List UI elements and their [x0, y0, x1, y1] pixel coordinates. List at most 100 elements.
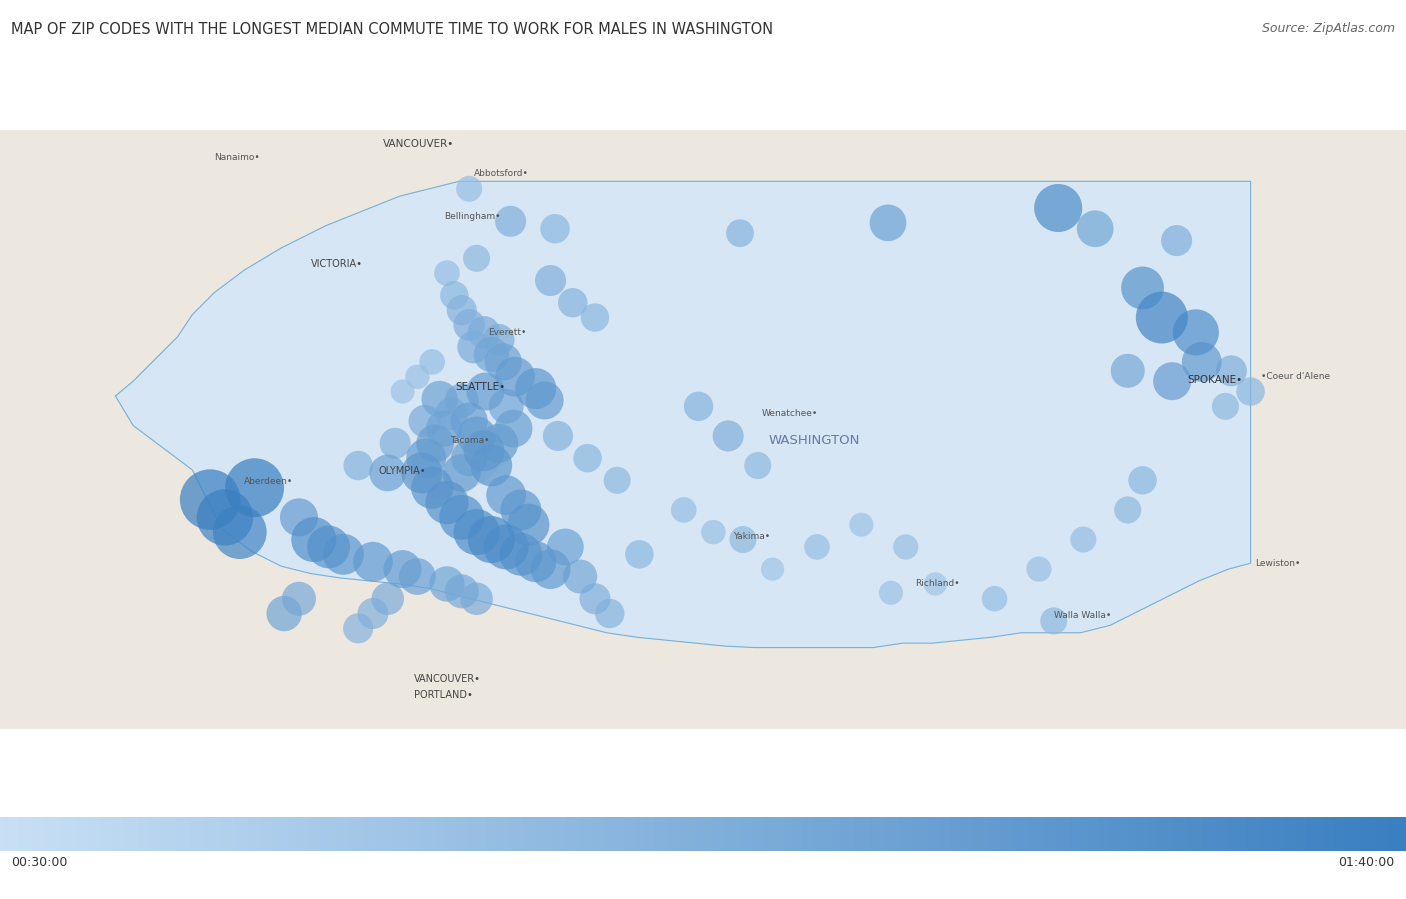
Point [302, 532, 325, 547]
Point [458, 182, 481, 196]
Point [243, 481, 266, 495]
Text: 01:40:00: 01:40:00 [1339, 856, 1395, 868]
Point [606, 473, 628, 487]
Text: Abbotsford•: Abbotsford• [474, 170, 529, 179]
Point [1116, 363, 1139, 378]
Point [377, 466, 399, 480]
Point [517, 518, 540, 532]
Polygon shape [406, 425, 503, 500]
Point [415, 451, 437, 466]
Point [495, 399, 517, 414]
Point [492, 355, 515, 369]
Point [628, 547, 651, 562]
Point [894, 539, 917, 554]
Point [450, 303, 472, 317]
Point [599, 606, 621, 620]
Point [318, 539, 340, 554]
Text: 00:30:00: 00:30:00 [11, 856, 67, 868]
Point [1161, 374, 1184, 388]
Point [1084, 221, 1107, 236]
Point [1220, 363, 1243, 378]
Point [443, 289, 465, 303]
Text: Tacoma•: Tacoma• [450, 436, 489, 445]
Text: Nanaimo•: Nanaimo• [215, 153, 260, 162]
Point [472, 325, 495, 340]
Point [465, 429, 488, 443]
Point [384, 436, 406, 450]
Point [229, 525, 252, 539]
Point [406, 369, 429, 384]
Text: Yakima•: Yakima• [733, 532, 769, 541]
Point [436, 266, 458, 280]
Point [1215, 399, 1237, 414]
Point [458, 451, 481, 466]
Point [877, 216, 900, 230]
Point [458, 414, 481, 428]
Point [463, 340, 485, 354]
Point [1132, 473, 1154, 487]
Point [569, 569, 592, 583]
Point [510, 547, 533, 562]
Point [1191, 355, 1213, 369]
Point [761, 562, 783, 576]
Point [436, 495, 458, 510]
Point [728, 226, 751, 240]
Point [347, 621, 370, 636]
Point [540, 562, 562, 576]
Point [688, 399, 710, 414]
Text: Bellingham•: Bellingham• [444, 212, 501, 221]
Point [361, 606, 384, 620]
Point [554, 539, 576, 554]
Point [347, 458, 370, 473]
Point [524, 555, 547, 569]
Point [465, 525, 488, 539]
Point [429, 392, 451, 406]
Point [411, 466, 433, 480]
Point [488, 333, 510, 347]
Point [495, 488, 517, 503]
Point [198, 493, 221, 507]
Point [458, 317, 481, 332]
Point [1028, 562, 1050, 576]
Point [479, 347, 502, 361]
Text: SPOKANE•: SPOKANE• [1187, 375, 1241, 385]
Point [499, 214, 522, 228]
Text: VANCOUVER•: VANCOUVER• [384, 139, 454, 149]
Text: Walla Walla•: Walla Walla• [1053, 610, 1111, 619]
Point [420, 355, 443, 369]
Point [502, 422, 524, 436]
Text: Lewiston•: Lewiston• [1256, 558, 1301, 567]
Point [450, 510, 472, 524]
Point [450, 466, 472, 480]
Point [1073, 532, 1095, 547]
Point [391, 385, 413, 399]
Point [332, 547, 354, 562]
Point [361, 555, 384, 569]
Point [983, 592, 1005, 606]
Point [391, 562, 413, 576]
Point [510, 503, 533, 517]
Text: SEATTLE•: SEATTLE• [456, 382, 506, 392]
Point [433, 422, 456, 436]
Point [806, 539, 828, 554]
Point [583, 310, 606, 325]
Point [576, 451, 599, 466]
Point [1116, 503, 1139, 517]
Point [1047, 200, 1070, 215]
Point [524, 381, 547, 396]
Point [583, 592, 606, 606]
Point [924, 577, 946, 592]
Point [1150, 310, 1173, 325]
Text: Everett•: Everett• [488, 328, 527, 337]
Point [503, 369, 526, 384]
Point [479, 532, 502, 547]
Point [288, 510, 311, 524]
Text: Aberdeen•: Aberdeen• [245, 477, 294, 486]
Text: Richland•: Richland• [915, 580, 959, 589]
Point [880, 585, 903, 600]
Point [406, 569, 429, 583]
Point [702, 525, 724, 539]
Point [717, 429, 740, 443]
Point [440, 406, 463, 421]
Text: PORTLAND•: PORTLAND• [415, 690, 474, 700]
